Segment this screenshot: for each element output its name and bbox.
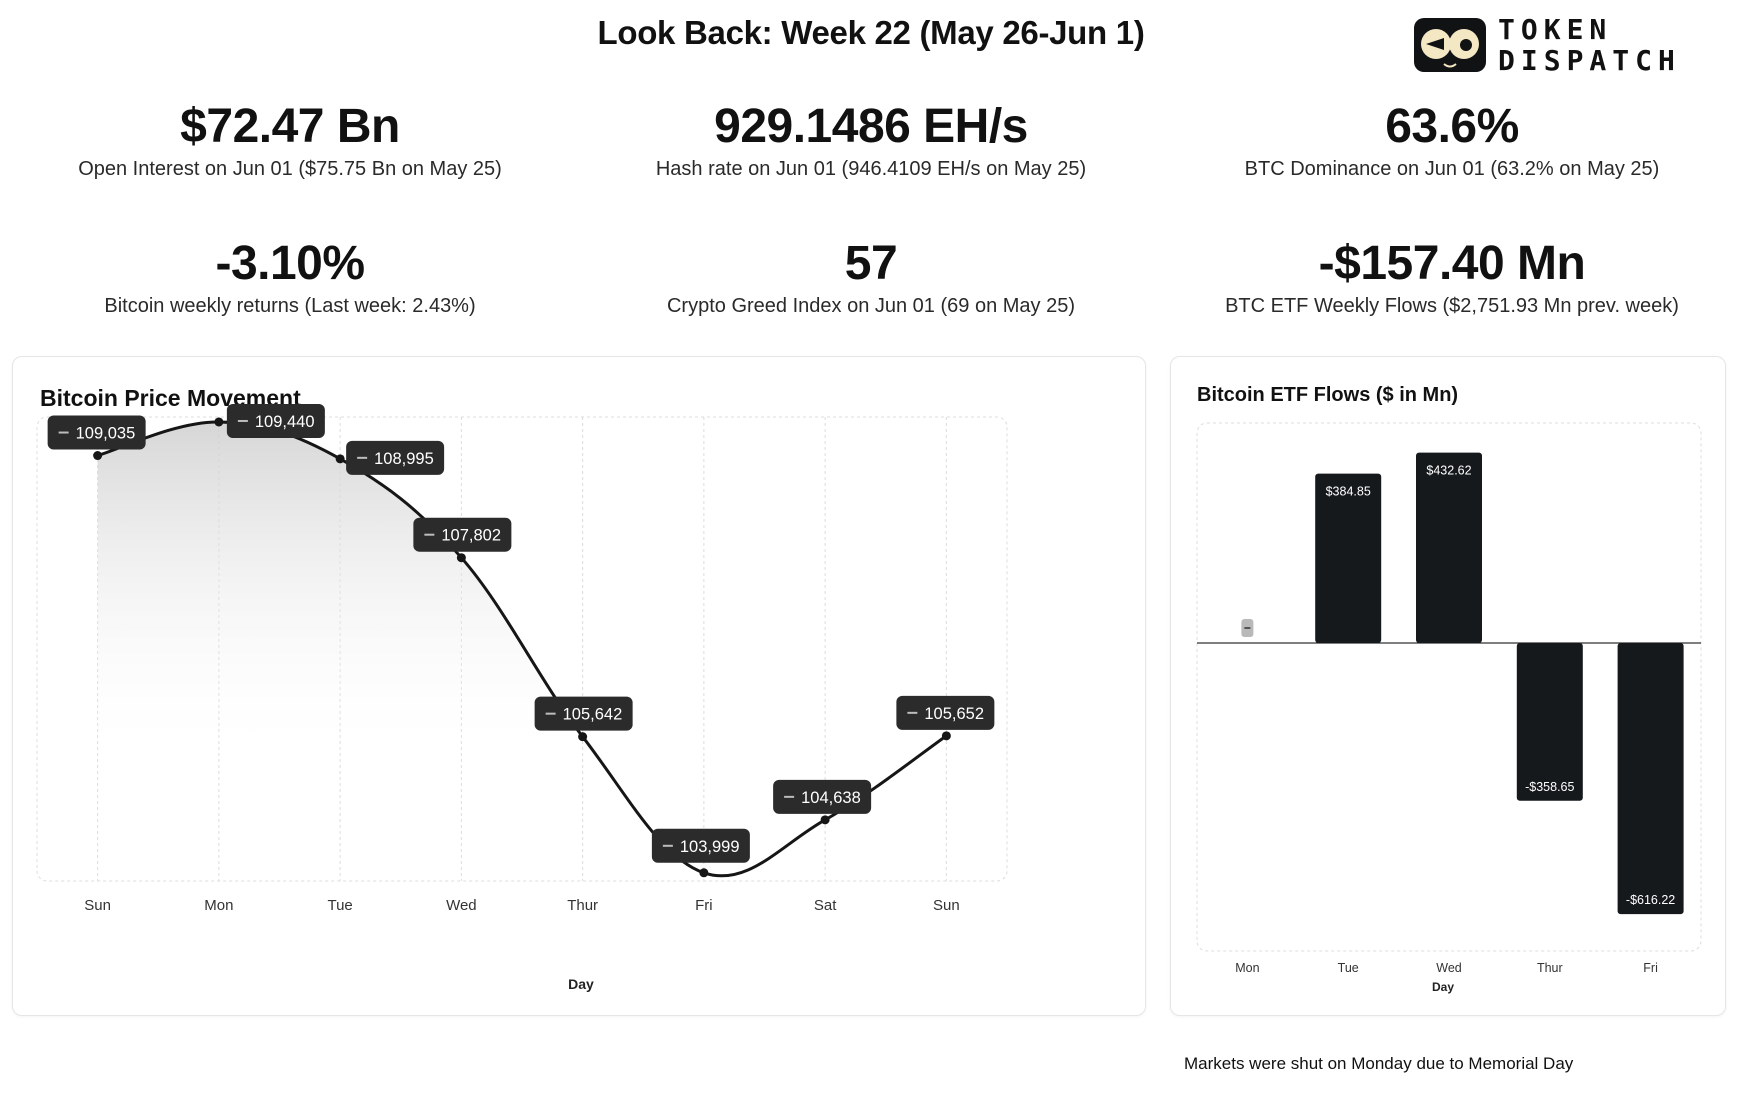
data-point	[820, 815, 830, 825]
stat-label: BTC Dominance on Jun 01 (63.2% on May 25…	[1244, 158, 1660, 180]
x-axis-label: Day	[1432, 980, 1454, 994]
data-label-text: 105,642	[563, 706, 623, 724]
bar	[1315, 473, 1382, 643]
bar-value-label: $432.62	[1426, 464, 1471, 478]
x-tick-label: Sun	[933, 897, 960, 914]
brand-line-1: TOKEN	[1498, 13, 1613, 46]
x-tick-label: Thur	[1537, 961, 1563, 975]
bar-value-label: $384.85	[1326, 485, 1371, 499]
data-point	[456, 553, 466, 563]
x-tick-label: Mon	[1235, 961, 1259, 975]
footnote: Markets were shut on Monday due to Memor…	[1184, 1054, 1574, 1073]
chart-title: Bitcoin ETF Flows ($ in Mn)	[1197, 384, 1459, 406]
data-label-text: 104,638	[801, 789, 861, 807]
bar-value-label: -$616.22	[1626, 893, 1675, 907]
stat-open-interest: $72.47 Bn Open Interest on Jun 01 ($75.7…	[0, 100, 580, 182]
data-label: 105,652	[896, 695, 995, 730]
data-label-text: 105,652	[924, 705, 984, 723]
data-label: 107,802	[413, 517, 512, 552]
data-label-bg	[413, 517, 512, 552]
data-point	[578, 732, 588, 742]
x-tick-label: Fri	[695, 897, 713, 914]
bitcoin-etf-flows-card: Bitcoin ETF Flows ($ in Mn) $384.85 $432.…	[1170, 356, 1726, 1016]
stat-value: 63.6%	[1385, 100, 1519, 153]
data-label-bg	[896, 695, 995, 730]
bitcoin-etf-bar-chart: $384.85 $432.62 -$358.65 -$616.22 Mon Tue Wed…	[1196, 422, 1702, 994]
data-label-bg	[651, 828, 750, 863]
x-tick-label: Wed	[1436, 961, 1462, 975]
page-title: Look Back: Week 22 (May 26-Jun 1)	[597, 14, 1145, 51]
data-label-text: 103,999	[680, 838, 740, 856]
x-tick-label: Fri	[1643, 961, 1658, 975]
brand-line-2: DISPATCH	[1498, 44, 1681, 77]
x-tick-label: Tue	[1338, 961, 1359, 975]
token-dispatch-logo: TOKEN DISPATCH	[1414, 14, 1714, 78]
data-label-bg	[534, 696, 633, 731]
x-tick-label: Mon	[204, 897, 233, 914]
data-label-text: 109,440	[255, 413, 315, 431]
stat-label: Hash rate on Jun 01 (946.4109 EH/s on Ma…	[655, 158, 1087, 180]
stat-hash-rate: 929.1486 EH/s Hash rate on Jun 01 (946.4…	[581, 100, 1161, 182]
data-label-bg	[773, 779, 872, 814]
bar	[1516, 643, 1583, 801]
stat-value: 929.1486 EH/s	[714, 100, 1028, 153]
stat-label: Bitcoin weekly returns (Last week: 2.43%…	[104, 295, 476, 317]
x-axis-label: Day	[568, 976, 594, 992]
bar-value-label: -$358.65	[1525, 780, 1574, 794]
bar	[1416, 452, 1482, 643]
data-label: 108,995	[346, 440, 445, 475]
bitcoin-price-line-chart: 109,035 109,440 108,995 107,802 105,642 103,9…	[36, 403, 1008, 992]
stat-value: 57	[844, 237, 898, 290]
plot-frame	[36, 416, 1008, 882]
data-point	[93, 451, 103, 461]
brand-name: TOKEN DISPATCH	[1498, 14, 1681, 76]
data-label: 109,035	[47, 415, 146, 450]
x-tick-label: Tue	[327, 897, 352, 914]
stat-btc-dominance: 63.6% BTC Dominance on Jun 01 (63.2% on …	[1162, 100, 1742, 182]
data-label-text: 107,802	[441, 527, 501, 545]
stat-label: BTC ETF Weekly Flows ($2,751.93 Mn prev.…	[1225, 295, 1679, 317]
data-label-text: 109,035	[76, 425, 136, 443]
x-tick-label: Wed	[446, 897, 477, 914]
x-tick-label: Thur	[567, 897, 598, 914]
price-area-fill	[97, 421, 947, 881]
stat-value: -3.10%	[215, 237, 365, 290]
x-tick-label: Sat	[814, 897, 837, 914]
data-point	[335, 454, 345, 464]
plot-frame	[1196, 422, 1702, 952]
data-label-bg	[47, 415, 146, 450]
data-label: 105,642	[534, 696, 633, 731]
data-label: 103,999	[651, 828, 750, 863]
stat-greed-index: 57 Crypto Greed Index on Jun 01 (69 on M…	[581, 237, 1161, 319]
eyes-logo-icon	[1414, 18, 1486, 72]
data-label: 109,440	[226, 403, 325, 438]
stat-label: Open Interest on Jun 01 ($75.75 Bn on Ma…	[78, 158, 502, 180]
data-label-text: 108,995	[374, 450, 434, 468]
stat-weekly-returns: -3.10% Bitcoin weekly returns (Last week…	[0, 237, 580, 319]
bitcoin-price-chart-card: Bitcoin Price Movement 109,035 109,440 108…	[12, 356, 1146, 1016]
data-point	[214, 417, 224, 427]
stat-value: -$157.40 Mn	[1318, 237, 1586, 290]
stat-etf-flows: -$157.40 Mn BTC ETF Weekly Flows ($2,751…	[1162, 237, 1742, 319]
data-label-bg	[346, 440, 445, 475]
bar	[1617, 643, 1684, 915]
data-label-bg	[226, 403, 325, 438]
x-tick-label: Sun	[84, 897, 111, 914]
stat-value: $72.47 Bn	[180, 100, 400, 153]
data-point	[941, 731, 951, 741]
data-label: 104,638	[773, 779, 872, 814]
stat-label: Crypto Greed Index on Jun 01 (69 on May …	[666, 295, 1075, 317]
data-point	[699, 868, 709, 878]
